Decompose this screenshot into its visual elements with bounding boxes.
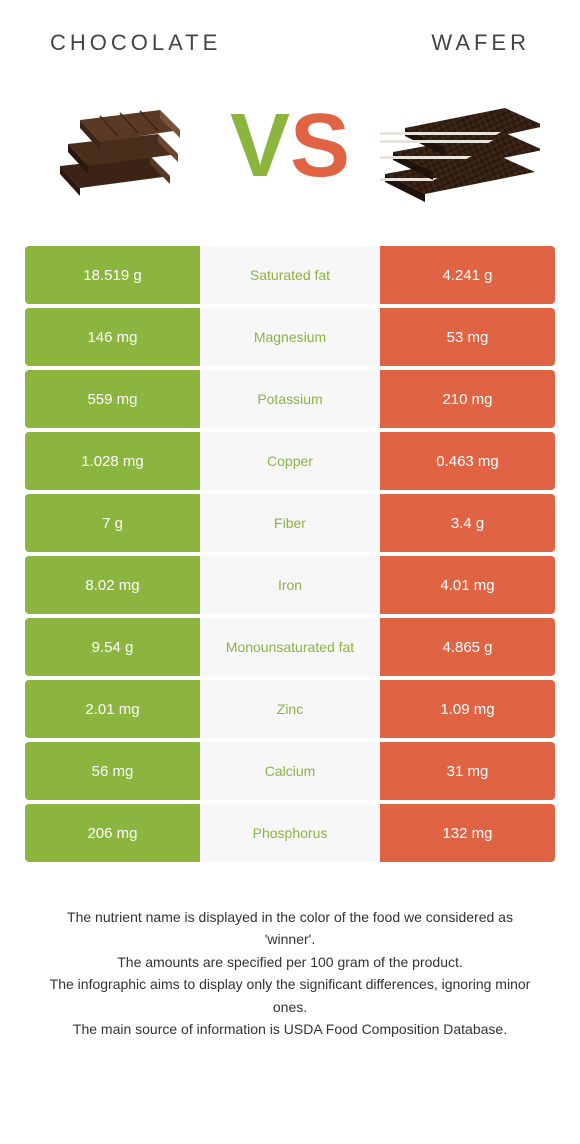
table-row: 559 mgPotassium210 mg: [25, 370, 555, 428]
table-row: 18.519 gSaturated fat4.241 g: [25, 246, 555, 304]
right-value: 210 mg: [380, 370, 555, 428]
table-row: 206 mgPhosphorus132 mg: [25, 804, 555, 862]
left-value: 1.028 mg: [25, 432, 200, 490]
header: CHOCOLATE WAFER: [0, 0, 580, 66]
left-value: 18.519 g: [25, 246, 200, 304]
table-row: 7 gFiber3.4 g: [25, 494, 555, 552]
title-right: WAFER: [431, 30, 530, 56]
left-value: 2.01 mg: [25, 680, 200, 738]
vs-s: S: [290, 101, 350, 191]
vs-label: V S: [230, 101, 350, 191]
hero: V S: [0, 66, 580, 246]
right-value: 3.4 g: [380, 494, 555, 552]
right-value: 4.241 g: [380, 246, 555, 304]
right-value: 4.865 g: [380, 618, 555, 676]
table-row: 8.02 mgIron4.01 mg: [25, 556, 555, 614]
left-value: 9.54 g: [25, 618, 200, 676]
chocolate-image: [40, 76, 200, 216]
nutrient-label: Saturated fat: [200, 246, 380, 304]
nutrient-label: Iron: [200, 556, 380, 614]
vs-v: V: [230, 101, 290, 191]
nutrient-label: Potassium: [200, 370, 380, 428]
table-row: 2.01 mgZinc1.09 mg: [25, 680, 555, 738]
table-row: 1.028 mgCopper0.463 mg: [25, 432, 555, 490]
wafer-image: [380, 76, 540, 216]
left-value: 559 mg: [25, 370, 200, 428]
right-value: 132 mg: [380, 804, 555, 862]
footer-line: The main source of information is USDA F…: [40, 1018, 540, 1040]
nutrient-label: Magnesium: [200, 308, 380, 366]
nutrient-label: Monounsaturated fat: [200, 618, 380, 676]
nutrient-label: Phosphorus: [200, 804, 380, 862]
footer-line: The infographic aims to display only the…: [40, 973, 540, 1018]
left-value: 206 mg: [25, 804, 200, 862]
nutrient-label: Zinc: [200, 680, 380, 738]
left-value: 7 g: [25, 494, 200, 552]
left-value: 146 mg: [25, 308, 200, 366]
right-value: 53 mg: [380, 308, 555, 366]
nutrient-label: Calcium: [200, 742, 380, 800]
footer-line: The nutrient name is displayed in the co…: [40, 906, 540, 951]
right-value: 0.463 mg: [380, 432, 555, 490]
left-value: 8.02 mg: [25, 556, 200, 614]
left-value: 56 mg: [25, 742, 200, 800]
table-row: 9.54 gMonounsaturated fat4.865 g: [25, 618, 555, 676]
table-row: 146 mgMagnesium53 mg: [25, 308, 555, 366]
title-left: CHOCOLATE: [50, 30, 221, 56]
right-value: 31 mg: [380, 742, 555, 800]
right-value: 1.09 mg: [380, 680, 555, 738]
footer-notes: The nutrient name is displayed in the co…: [0, 866, 580, 1040]
table-row: 56 mgCalcium31 mg: [25, 742, 555, 800]
nutrient-label: Fiber: [200, 494, 380, 552]
comparison-table: 18.519 gSaturated fat4.241 g146 mgMagnes…: [0, 246, 580, 862]
nutrient-label: Copper: [200, 432, 380, 490]
footer-line: The amounts are specified per 100 gram o…: [40, 951, 540, 973]
right-value: 4.01 mg: [380, 556, 555, 614]
